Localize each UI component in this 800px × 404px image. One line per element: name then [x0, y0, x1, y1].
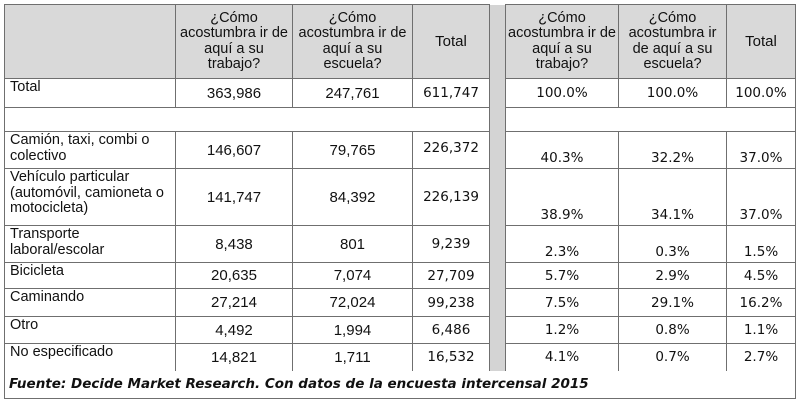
table-row: Transporte laboral/escolar 8,438 801 9,2… — [4, 225, 796, 263]
cell-escuela: 72,024 — [292, 288, 413, 317]
column-divider — [489, 4, 506, 371]
footnote-row: Fuente: Decide Market Research. Con dato… — [4, 370, 796, 399]
table-row: Bicicleta 20,635 7,074 27,709 5.7% 2.9% … — [4, 262, 796, 289]
cell-escuela: 1,711 — [292, 343, 413, 371]
cell-pct-total: 37.0% — [726, 131, 796, 169]
cell-total: 226,372 — [412, 131, 490, 169]
cell-pct-total: 2.7% — [726, 343, 796, 371]
cell-pct-escuela: 32.2% — [618, 131, 727, 169]
cell-total: 16,532 — [412, 343, 490, 371]
header-pct-trabajo: ¿Cómo acostumbra ir de aquí a su trabajo… — [505, 4, 619, 79]
cell-total: 27,709 — [412, 262, 490, 289]
table-row: No especificado 14,821 1,711 16,532 4.1%… — [4, 343, 796, 371]
cell-total: 99,238 — [412, 288, 490, 317]
cell-trabajo: 141,747 — [175, 168, 293, 226]
cell-pct-escuela: 2.9% — [618, 262, 727, 289]
cell-pct-total: 37.0% — [726, 168, 796, 226]
cell-pct-escuela: 0.8% — [618, 316, 727, 344]
cell-pct-trabajo: 100.0% — [505, 78, 619, 108]
spacer-right — [505, 107, 796, 132]
cell-total: 226,139 — [412, 168, 490, 226]
cell-trabajo: 4,492 — [175, 316, 293, 344]
cell-pct-trabajo: 40.3% — [505, 131, 619, 169]
cell-trabajo: 146,607 — [175, 131, 293, 169]
row-label: Total — [4, 78, 176, 108]
table-row-spacer — [4, 107, 796, 132]
cell-pct-trabajo: 2.3% — [505, 225, 619, 263]
transport-mode-table: ¿Cómo acostumbra ir de aquí a su trabajo… — [4, 4, 796, 399]
cell-trabajo: 27,214 — [175, 288, 293, 317]
cell-trabajo: 20,635 — [175, 262, 293, 289]
cell-pct-total: 1.5% — [726, 225, 796, 263]
spacer-left — [4, 107, 490, 132]
cell-pct-total: 16.2% — [726, 288, 796, 317]
cell-escuela: 247,761 — [292, 78, 413, 108]
cell-trabajo: 14,821 — [175, 343, 293, 371]
cell-total: 611,747 — [412, 78, 490, 108]
cell-pct-total: 1.1% — [726, 316, 796, 344]
cell-pct-escuela: 100.0% — [618, 78, 727, 108]
header-row-label — [4, 4, 176, 79]
cell-escuela: 7,074 — [292, 262, 413, 289]
source-footnote: Fuente: Decide Market Research. Con dato… — [4, 370, 796, 399]
row-label: Caminando — [4, 288, 176, 317]
cell-escuela: 79,765 — [292, 131, 413, 169]
row-label: No especificado — [4, 343, 176, 371]
cell-pct-escuela: 29.1% — [618, 288, 727, 317]
cell-escuela: 801 — [292, 225, 413, 263]
cell-total: 6,486 — [412, 316, 490, 344]
cell-trabajo: 363,986 — [175, 78, 293, 108]
cell-pct-total: 4.5% — [726, 262, 796, 289]
cell-pct-total: 100.0% — [726, 78, 796, 108]
table-row: Caminando 27,214 72,024 99,238 7.5% 29.1… — [4, 288, 796, 317]
header-pct-total: Total — [726, 4, 796, 79]
table-row: Otro 4,492 1,994 6,486 1.2% 0.8% 1.1% — [4, 316, 796, 344]
header-count-total: Total — [412, 4, 490, 79]
row-label: Otro — [4, 316, 176, 344]
table-row: Vehículo particular (automóvil, camionet… — [4, 168, 796, 226]
cell-pct-escuela: 0.7% — [618, 343, 727, 371]
cell-total: 9,239 — [412, 225, 490, 263]
table-row: Camión, taxi, combi o colectivo 146,607 … — [4, 131, 796, 169]
row-label: Camión, taxi, combi o colectivo — [4, 131, 176, 169]
header-row: ¿Cómo acostumbra ir de aquí a su trabajo… — [4, 4, 796, 371]
cell-pct-trabajo: 1.2% — [505, 316, 619, 344]
header-pct-escuela: ¿Cómo acostumbra ir de aquí a su escuela… — [618, 4, 727, 79]
cell-escuela: 1,994 — [292, 316, 413, 344]
cell-pct-trabajo: 4.1% — [505, 343, 619, 371]
row-label: Transporte laboral/escolar — [4, 225, 176, 263]
header-count-trabajo: ¿Cómo acostumbra ir de aquí a su trabajo… — [175, 4, 293, 79]
table-row-total: Total 363,986 247,761 611,747 100.0% 100… — [4, 78, 796, 108]
cell-pct-trabajo: 38.9% — [505, 168, 619, 226]
row-label: Bicicleta — [4, 262, 176, 289]
cell-pct-escuela: 0.3% — [618, 225, 727, 263]
cell-pct-trabajo: 7.5% — [505, 288, 619, 317]
row-label: Vehículo particular (automóvil, camionet… — [4, 168, 176, 226]
cell-trabajo: 8,438 — [175, 225, 293, 263]
cell-pct-escuela: 34.1% — [618, 168, 727, 226]
cell-escuela: 84,392 — [292, 168, 413, 226]
header-count-escuela: ¿Cómo acostumbra ir de aquí a su escuela… — [292, 4, 413, 79]
cell-pct-trabajo: 5.7% — [505, 262, 619, 289]
